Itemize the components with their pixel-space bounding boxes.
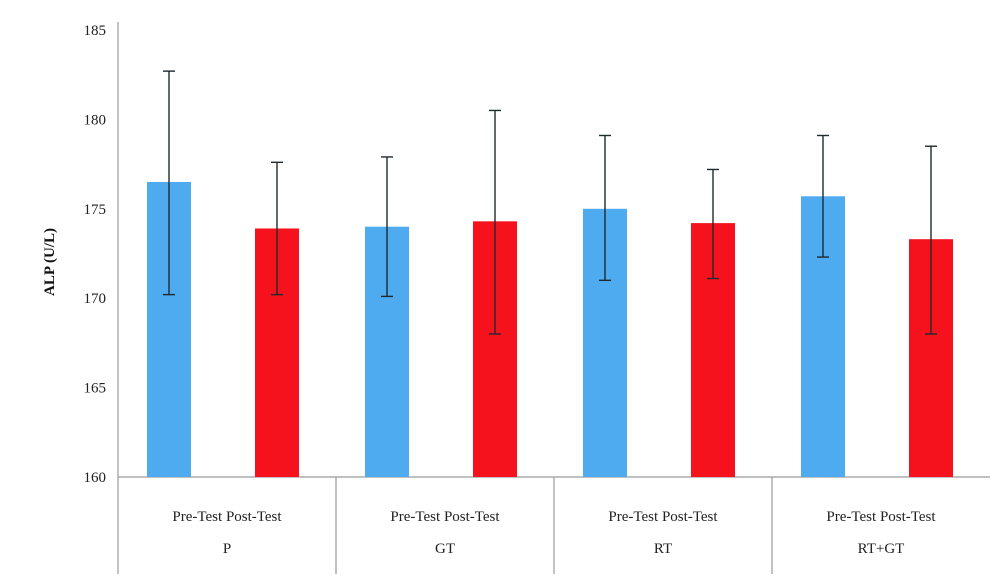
axes-layer	[117, 22, 990, 574]
series-labels: Pre-Test Post-Test	[608, 509, 718, 525]
error-bars-layer	[163, 70, 937, 335]
series-labels: Pre-Test Post-Test	[172, 509, 282, 525]
y-tick-label: 180	[84, 112, 107, 128]
error-bar	[381, 156, 393, 298]
y-tick-label: 165	[84, 381, 107, 397]
group-label: RT	[654, 541, 672, 557]
y-axis-label: ALP (U/L)	[42, 228, 58, 296]
y-tick-labels: 160 165 170 175 180 185	[84, 23, 107, 486]
category-labels: Pre-Test Post-Test P Pre-Test Post-Test GT P…	[172, 509, 936, 557]
bars-layer	[147, 181, 953, 478]
error-bar	[271, 161, 283, 296]
y-tick-label: 185	[84, 23, 107, 39]
error-bar	[925, 145, 937, 335]
y-tick-label: 175	[84, 202, 107, 218]
group-label: RT+GT	[858, 541, 905, 557]
group-label: P	[223, 541, 231, 557]
series-labels: Pre-Test Post-Test	[826, 509, 936, 525]
group-label: GT	[435, 541, 455, 557]
error-bar	[489, 109, 501, 335]
error-bar	[599, 134, 611, 282]
series-labels: Pre-Test Post-Test	[390, 509, 500, 525]
y-tick-label: 170	[84, 291, 107, 307]
error-bar	[707, 168, 719, 280]
y-tick-label: 160	[84, 470, 107, 486]
error-bar	[817, 134, 829, 258]
error-bar	[163, 70, 175, 296]
